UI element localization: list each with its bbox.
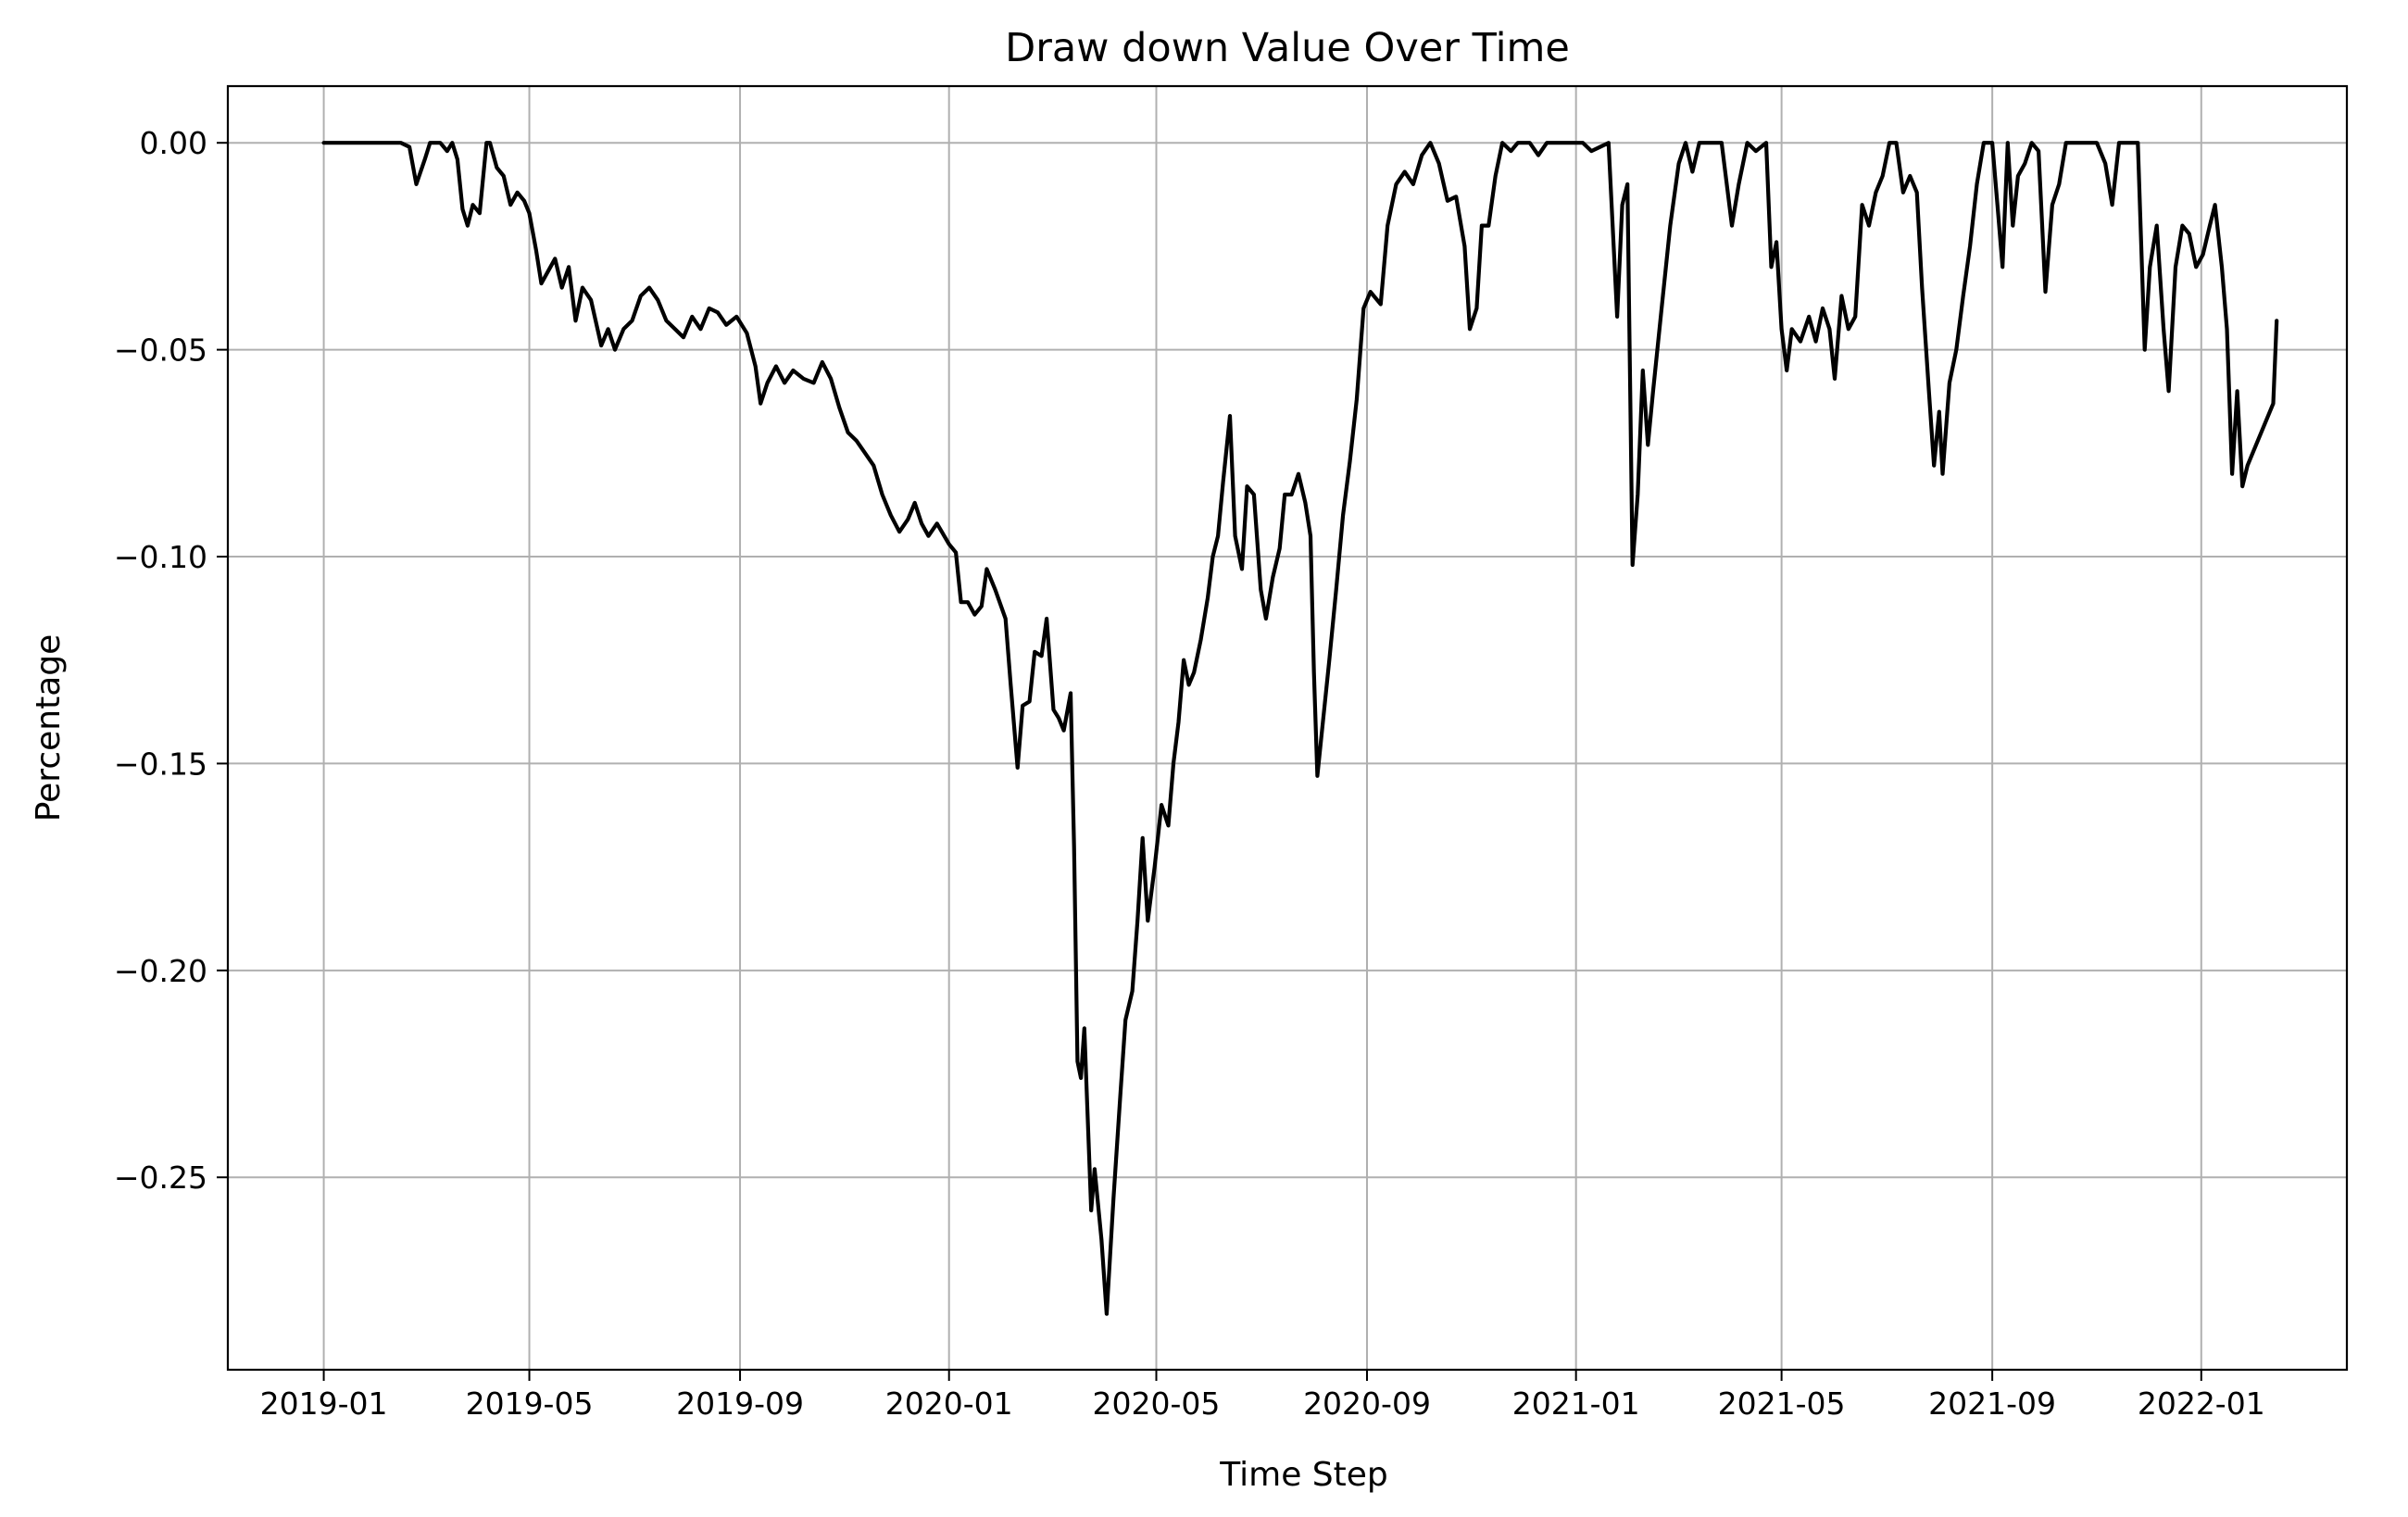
x-tick-label: 2019-09	[676, 1385, 804, 1422]
chart-title: Draw down Value Over Time	[1005, 25, 1570, 71]
x-tick-label: 2019-01	[260, 1385, 388, 1422]
y-axis-label: Percentage	[30, 634, 68, 822]
x-axis-label: Time Step	[1219, 1456, 1388, 1494]
drawdown-series-line	[321, 141, 2279, 1316]
y-tick-label: −0.05	[114, 332, 207, 369]
plot-frame	[226, 84, 2349, 1372]
y-tick-label: −0.15	[114, 746, 207, 782]
x-tick-label: 2019-05	[466, 1385, 594, 1422]
y-tick-label: −0.10	[114, 539, 207, 575]
y-tick-label: −0.20	[114, 953, 207, 989]
x-tick-label: 2021-05	[1718, 1385, 1846, 1422]
x-tick-label: 2022-01	[2138, 1385, 2265, 1422]
x-tick-label: 2020-09	[1303, 1385, 1431, 1422]
x-tick-label: 2020-01	[885, 1385, 1013, 1422]
y-axis-ticks: 0.00 −0.05 −0.10 −0.15 −0.20 −0.25	[114, 125, 228, 1196]
x-axis-ticks: 2019-01 2019-05 2019-09 2020-01 2020-05 2020-…	[260, 1370, 2265, 1422]
y-tick-label: 0.00	[140, 125, 207, 161]
x-tick-label: 2021-09	[1928, 1385, 2056, 1422]
y-gridlines	[228, 142, 2347, 1179]
y-tick-label: −0.25	[114, 1160, 207, 1196]
x-tick-label: 2020-05	[1093, 1385, 1221, 1422]
x-tick-label: 2021-01	[1512, 1385, 1640, 1422]
